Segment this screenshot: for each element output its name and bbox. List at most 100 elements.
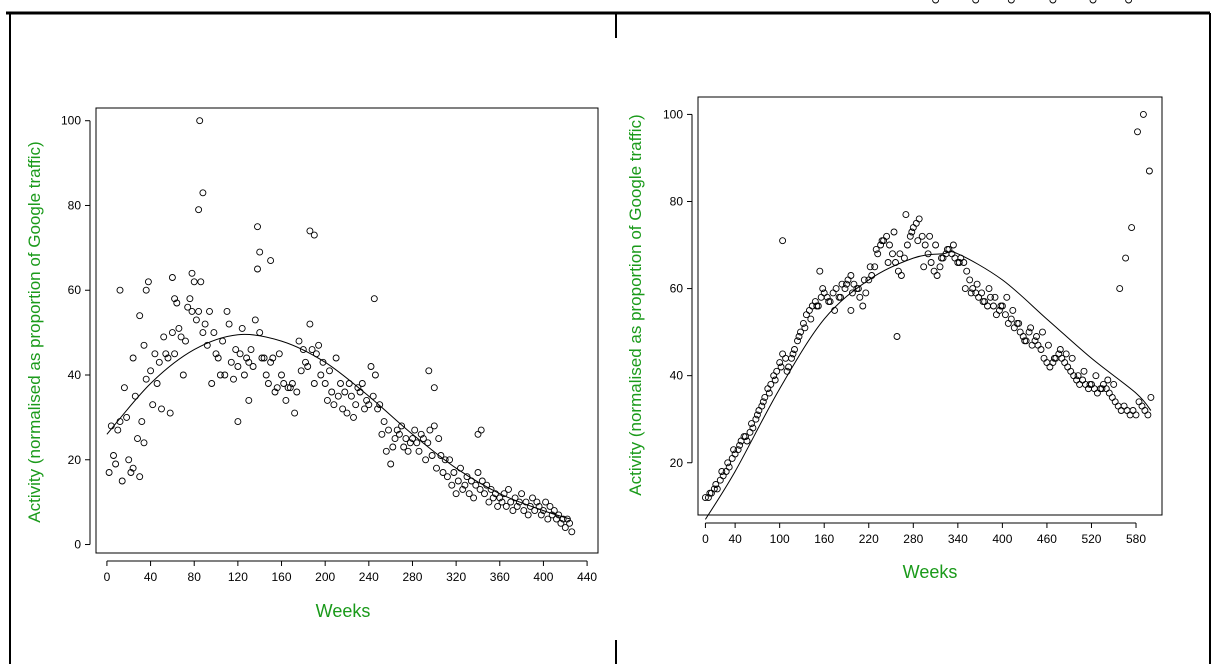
y-tick-label: 80 — [670, 195, 684, 209]
data-point — [465, 490, 473, 498]
data-point — [317, 371, 325, 379]
data-point — [387, 460, 395, 468]
data-point — [116, 286, 124, 294]
data-point — [123, 413, 131, 421]
data-point — [142, 375, 150, 383]
data-point — [742, 433, 749, 441]
data-point — [487, 485, 495, 493]
data-point — [1145, 167, 1153, 175]
data-point — [328, 388, 336, 396]
data-point — [1068, 354, 1076, 362]
data-point — [256, 329, 264, 337]
data-point — [160, 333, 168, 341]
data-point — [304, 363, 312, 370]
data-point — [254, 223, 261, 231]
data-point — [282, 396, 290, 404]
data-point — [352, 401, 360, 409]
data-point — [1141, 407, 1149, 414]
data-point — [1033, 333, 1040, 340]
data-point — [906, 232, 914, 240]
data-point — [561, 524, 569, 532]
data-point — [550, 507, 558, 515]
data-point — [443, 473, 451, 481]
data-point — [409, 435, 416, 443]
data-point — [299, 346, 307, 354]
data-point — [419, 435, 427, 443]
data-point — [186, 295, 194, 303]
data-point — [518, 490, 526, 498]
data-point — [924, 250, 932, 258]
data-point — [1015, 319, 1023, 327]
data-point — [437, 452, 445, 459]
data-point — [454, 477, 462, 485]
data-point — [430, 384, 438, 392]
data-point — [1144, 411, 1152, 419]
data-point — [1092, 372, 1100, 380]
data-point — [367, 363, 375, 370]
data-point — [1009, 306, 1017, 314]
data-point — [1111, 398, 1119, 406]
data-point — [1039, 328, 1046, 336]
data-point — [761, 393, 769, 401]
data-point — [1120, 402, 1128, 410]
data-point — [120, 384, 128, 392]
data-point — [284, 384, 292, 392]
data-point — [526, 502, 534, 510]
data-point — [990, 302, 997, 310]
data-point — [1034, 341, 1042, 349]
data-point — [524, 511, 532, 519]
right-plot-box — [697, 96, 1163, 516]
data-point — [247, 346, 255, 354]
data-point — [306, 227, 314, 235]
x-tick-label: 200 — [315, 570, 335, 584]
y-tick-label: 80 — [68, 198, 82, 212]
data-point — [1037, 346, 1045, 353]
data-point — [1123, 407, 1131, 414]
data-point — [485, 498, 493, 506]
data-point — [127, 469, 135, 476]
data-point — [889, 250, 896, 258]
x-tick-label: 40 — [144, 570, 158, 584]
data-point — [730, 446, 738, 454]
data-point — [1076, 380, 1084, 388]
data-point — [779, 237, 787, 245]
data-point — [725, 463, 733, 471]
data-point — [500, 490, 508, 498]
data-point — [337, 380, 344, 387]
data-point — [326, 367, 333, 375]
data-point — [140, 341, 148, 349]
data-point — [1064, 363, 1072, 371]
data-point — [230, 375, 237, 383]
data-point — [398, 422, 406, 430]
data-point — [361, 405, 368, 413]
data-point — [789, 350, 797, 358]
data-point — [767, 380, 775, 388]
data-point — [522, 498, 530, 506]
data-point — [288, 380, 296, 387]
data-point — [1062, 350, 1070, 358]
data-point — [712, 481, 720, 488]
data-point — [1044, 341, 1052, 349]
data-point — [376, 401, 384, 409]
data-point — [847, 306, 855, 314]
data-point — [450, 469, 458, 476]
data-point — [566, 519, 574, 527]
data-point — [245, 358, 253, 366]
data-point — [955, 259, 963, 266]
data-point — [210, 329, 218, 337]
right-x-axis: 0 40 100 160 220 280 340 400 460 520 580 — [702, 522, 1146, 546]
data-point — [559, 515, 567, 523]
data-point — [370, 295, 378, 303]
left-y-axis: 0 20 40 60 80 100 — [61, 114, 91, 552]
data-point — [491, 490, 499, 498]
data-point — [262, 371, 270, 379]
data-point — [190, 278, 198, 286]
data-point — [162, 350, 170, 358]
data-point — [1125, 0, 1133, 4]
data-point — [515, 498, 523, 506]
x-tick-label: 400 — [533, 570, 553, 584]
data-point — [843, 280, 850, 288]
data-point — [404, 447, 412, 455]
data-point — [238, 324, 246, 332]
data-point — [334, 392, 342, 400]
